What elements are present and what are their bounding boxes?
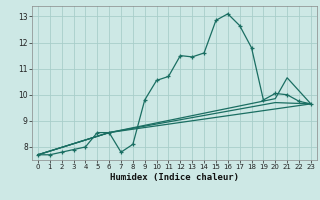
- X-axis label: Humidex (Indice chaleur): Humidex (Indice chaleur): [110, 173, 239, 182]
